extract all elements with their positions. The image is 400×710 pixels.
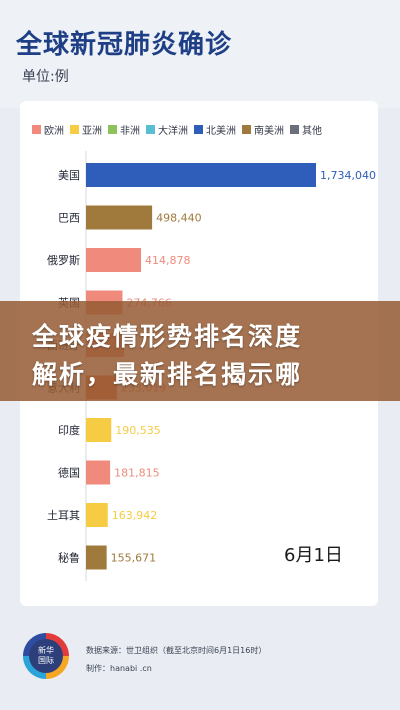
footer: 新华 国际 数据来源：世卫组织（截至北京时间6月1日16时） 制作：hanabi… xyxy=(0,608,400,710)
category-label: 秘鲁 xyxy=(58,551,80,565)
bar xyxy=(86,248,142,272)
xinhua-logo: 新华 国际 xyxy=(23,633,69,679)
legend-label: 非洲 xyxy=(120,125,140,137)
unit-label: 单位:例 xyxy=(22,69,69,85)
category-label: 美国 xyxy=(58,169,80,182)
chart-legend: 欧洲 亚洲 非洲 大洋洲 北美洲 南美洲 其他 xyxy=(32,119,372,139)
bar xyxy=(86,205,153,230)
maker-credit: 制作：hanabi .cn xyxy=(86,664,152,673)
value-label: 414,878 xyxy=(145,254,191,267)
category-label: 巴西 xyxy=(58,212,80,225)
legend-swatch xyxy=(32,124,41,134)
bar xyxy=(86,545,107,570)
bar xyxy=(86,503,108,527)
category-label: 德国 xyxy=(58,466,80,480)
value-label: 498,440 xyxy=(156,212,202,225)
legend-item: 其他 xyxy=(290,122,322,137)
data-source: 数据来源：世卫组织（截至北京时间6月1日16时） xyxy=(86,646,267,655)
bar xyxy=(86,460,111,485)
category-label: 印度 xyxy=(58,423,80,437)
value-label: 163,942 xyxy=(112,509,158,522)
legend-label: 大洋洲 xyxy=(158,125,188,137)
bar xyxy=(86,418,112,442)
legend-label: 亚洲 xyxy=(82,125,102,137)
value-label: 190,535 xyxy=(115,424,160,437)
headline-line-1: 全球疫情形势排名深度 xyxy=(32,322,303,351)
value-label: 155,671 xyxy=(111,552,156,565)
legend-swatch xyxy=(146,124,155,134)
value-label: 181,815 xyxy=(114,467,160,480)
legend-swatch xyxy=(242,124,251,134)
category-label: 土耳其 xyxy=(47,509,80,522)
header: 全球新冠肺炎确诊 单位:例 xyxy=(0,0,400,108)
legend-swatch xyxy=(194,124,203,134)
legend-swatch xyxy=(108,124,117,134)
headline-overlay: 全球疫情形势排名深度 解析，最新排名揭示哪 xyxy=(0,301,400,401)
legend-item: 非洲 xyxy=(108,122,140,137)
legend-swatch xyxy=(290,124,299,134)
legend-item: 亚洲 xyxy=(70,122,102,137)
legend-label: 欧洲 xyxy=(44,125,64,137)
legend-item: 南美洲 xyxy=(242,122,284,137)
date-label: 6月1日 xyxy=(284,545,343,566)
legend-label: 北美洲 xyxy=(206,125,236,137)
bar xyxy=(86,163,316,187)
legend-label: 其他 xyxy=(302,125,322,137)
legend-label: 南美洲 xyxy=(254,125,284,137)
category-label: 俄罗斯 xyxy=(47,254,80,267)
logo-text-1: 新华 xyxy=(38,646,54,655)
legend-item: 欧洲 xyxy=(32,122,64,137)
legend-item: 大洋洲 xyxy=(146,122,188,137)
page-title: 全球新冠肺炎确诊 xyxy=(16,30,233,60)
value-label: 1,734,040 xyxy=(320,169,376,182)
logo-text-2: 国际 xyxy=(38,656,54,665)
legend-item: 北美洲 xyxy=(194,122,236,137)
legend-swatch xyxy=(70,124,79,134)
headline-line-2: 解析，最新排名揭示哪 xyxy=(32,360,303,389)
